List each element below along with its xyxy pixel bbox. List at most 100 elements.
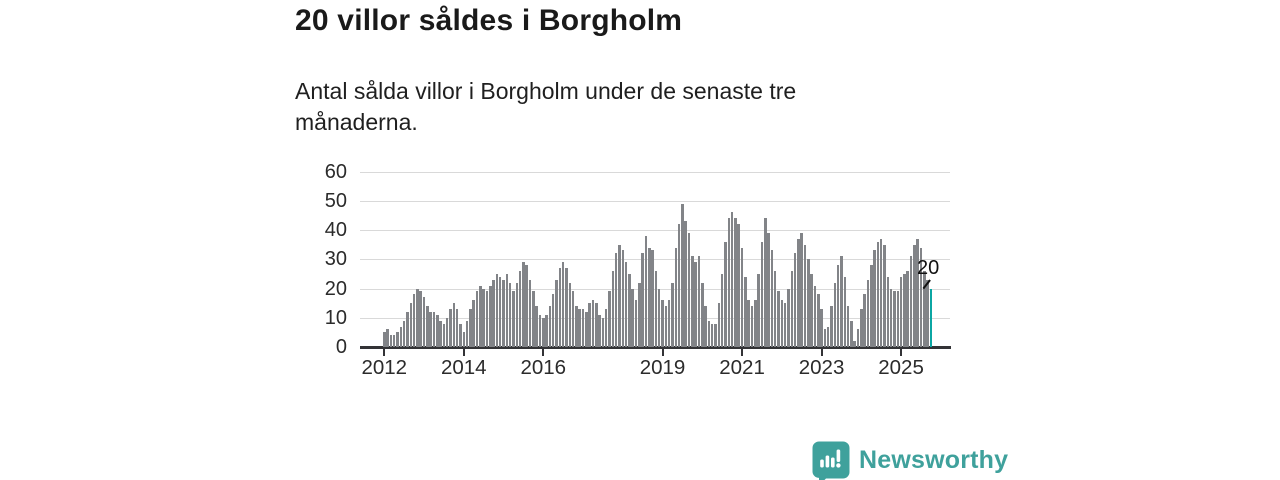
bar	[823, 329, 827, 347]
bar	[906, 270, 909, 347]
bar	[899, 276, 903, 347]
bar-series	[383, 172, 939, 347]
bar	[661, 300, 664, 347]
bar	[595, 303, 598, 347]
bar	[840, 256, 843, 347]
bar	[817, 294, 820, 347]
bar	[459, 323, 462, 347]
bar	[863, 294, 866, 347]
bar	[386, 329, 389, 347]
bar	[505, 273, 509, 347]
bar	[455, 308, 459, 347]
bar	[790, 270, 793, 347]
bar	[714, 323, 717, 347]
newsworthy-bubble-icon	[812, 441, 850, 480]
bar	[734, 218, 737, 347]
bar	[498, 276, 502, 347]
bar	[697, 256, 701, 347]
bar	[767, 232, 770, 347]
y-tick-label: 50	[324, 189, 347, 212]
newsworthy-wordmark: Newsworthy	[859, 446, 1009, 474]
y-tick-label: 60	[324, 160, 347, 183]
bar	[866, 279, 870, 347]
x-tick-mark	[661, 349, 664, 356]
bar	[856, 329, 860, 347]
bar	[588, 303, 591, 347]
bar	[919, 247, 923, 347]
bar	[876, 241, 880, 347]
bar	[422, 297, 426, 347]
x-tick-label: 2016	[520, 356, 567, 379]
bar	[558, 268, 562, 347]
bar	[402, 320, 406, 347]
bar	[482, 288, 485, 347]
gridline	[360, 259, 950, 261]
bar	[598, 314, 601, 347]
bar	[889, 288, 893, 347]
bar	[548, 306, 552, 347]
bar	[508, 282, 512, 347]
bar	[671, 282, 674, 347]
bar	[485, 291, 489, 347]
x-tick-label: 2014	[440, 356, 487, 379]
x-tick-label: 2023	[798, 356, 845, 379]
bar	[445, 317, 449, 347]
bar	[571, 291, 575, 347]
bar	[465, 320, 469, 347]
bar	[747, 300, 750, 347]
bar	[591, 300, 595, 347]
y-tick-label: 10	[324, 306, 347, 329]
y-tick-label: 40	[324, 219, 347, 241]
bar	[631, 288, 634, 347]
bar	[879, 238, 883, 347]
bar	[581, 308, 585, 347]
bar	[757, 273, 760, 347]
bar	[538, 314, 542, 347]
bar	[813, 285, 817, 347]
bar	[691, 256, 694, 347]
bar	[800, 232, 803, 347]
bar	[730, 212, 734, 347]
bar	[720, 273, 724, 347]
bar	[462, 332, 465, 347]
x-tick-label: 2025	[878, 356, 924, 379]
gridline	[360, 171, 950, 173]
highlighted-bar	[929, 288, 933, 347]
bar	[452, 303, 456, 347]
bar	[873, 250, 876, 347]
bar	[389, 335, 393, 347]
bar	[502, 279, 505, 347]
bar	[392, 335, 396, 347]
bar	[383, 332, 386, 347]
x-tick-mark	[462, 349, 465, 356]
chart-subtitle: Antal sålda villor i Borgholm under de s…	[295, 78, 797, 135]
bar	[585, 311, 588, 347]
bar	[654, 270, 658, 347]
x-tick-mark	[820, 349, 823, 356]
bar	[780, 300, 784, 347]
bar	[850, 320, 853, 347]
bar	[916, 238, 919, 347]
bar	[489, 285, 492, 347]
bar	[903, 273, 906, 347]
newsworthy-logo: Newsworthy	[812, 441, 1008, 480]
bar	[667, 300, 671, 347]
x-tick-label: 2021	[719, 356, 765, 379]
bar	[853, 341, 856, 347]
bar	[883, 244, 886, 347]
bar	[611, 270, 615, 347]
last-value-annotation: 20	[917, 257, 940, 279]
bar	[472, 300, 475, 347]
bar	[532, 291, 535, 347]
bar	[648, 247, 651, 347]
bar	[836, 265, 840, 347]
bar	[710, 323, 714, 347]
bar	[681, 203, 684, 347]
y-tick-label: 20	[324, 277, 347, 300]
bar	[614, 253, 618, 347]
gridline	[360, 200, 950, 202]
bar	[399, 326, 403, 347]
bar	[396, 332, 399, 347]
bar	[449, 308, 452, 347]
